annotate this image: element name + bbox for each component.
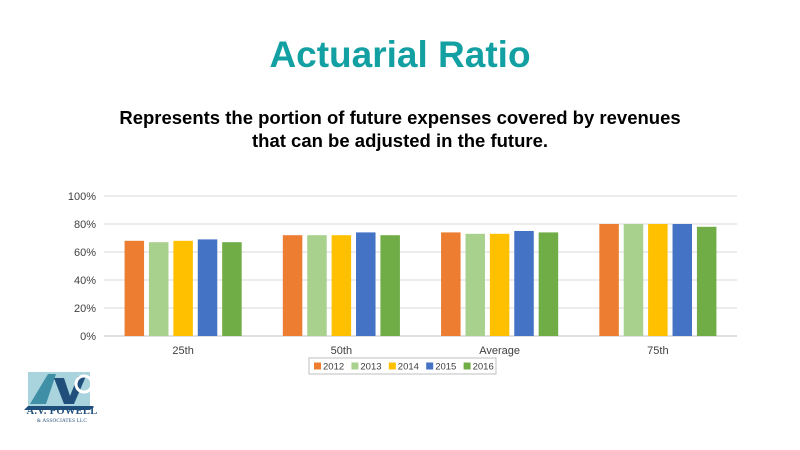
legend-label-2012: 2012 — [323, 362, 344, 373]
page-title: Actuarial Ratio — [269, 34, 531, 75]
x-tick-label: 75th — [647, 345, 668, 357]
logo-mark-v — [54, 376, 86, 404]
legend-label-2014: 2014 — [398, 362, 419, 373]
logo-mark-a — [30, 374, 56, 404]
bar-2016-25th — [222, 242, 242, 336]
bar-2013-75th — [623, 224, 644, 336]
legend-swatch-2013 — [351, 362, 359, 370]
legend-swatch-2012 — [314, 362, 321, 370]
subtitle-line-2: that can be adjusted in the future. — [251, 130, 549, 151]
bar-2013-25th — [148, 242, 169, 336]
bar-2015-average — [514, 231, 534, 336]
bar-2014-average — [489, 233, 510, 336]
bar-2014-75th — [648, 224, 668, 336]
logo-mark-p — [74, 374, 94, 394]
bar-2013-50th — [307, 235, 327, 336]
bar-2012-25th — [124, 240, 145, 336]
legend-label-2013: 2013 — [360, 362, 381, 373]
y-tick-label: 100% — [68, 191, 96, 203]
bar-2015-50th — [356, 232, 376, 336]
legend-swatch-2016 — [463, 362, 471, 370]
bar-2013-average — [465, 233, 485, 336]
y-tick-label: 60% — [74, 247, 96, 259]
bar-2015-75th — [672, 224, 693, 336]
legend-box — [308, 357, 497, 375]
x-tick-label: Average — [479, 345, 520, 357]
logo-text-associates: & ASSOCIATES LLC — [36, 418, 88, 424]
y-tick-label: 0% — [80, 331, 96, 343]
bar-2015-25th — [197, 239, 218, 336]
bar-2012-average — [441, 232, 461, 336]
bar-2014-25th — [173, 240, 193, 336]
x-tick-label: 50th — [331, 345, 352, 357]
legend-swatch-2015 — [426, 362, 434, 370]
subtitle-line-1: Represents the portion of future expense… — [119, 107, 681, 128]
bar-2012-75th — [599, 224, 619, 336]
company-logo — [24, 372, 94, 410]
legend-swatch-2014 — [388, 362, 396, 370]
x-tick-label: 25th — [172, 345, 193, 357]
logo-mark-swoosh — [24, 406, 94, 410]
bar-2014-50th — [331, 235, 352, 336]
bar-2016-50th — [380, 235, 400, 336]
y-tick-label: 20% — [74, 303, 96, 315]
bar-2016-average — [538, 232, 559, 336]
bar-2016-75th — [696, 226, 717, 336]
legend-label-2015: 2015 — [435, 362, 456, 373]
y-tick-label: 40% — [74, 275, 96, 287]
legend-label-2016: 2016 — [473, 362, 494, 373]
bar-2012-50th — [282, 235, 303, 336]
logo-text-name: A.V. POWELL — [26, 406, 98, 417]
y-tick-label: 80% — [74, 219, 96, 231]
page-subtitle: Represents the portion of future expense… — [60, 106, 740, 152]
